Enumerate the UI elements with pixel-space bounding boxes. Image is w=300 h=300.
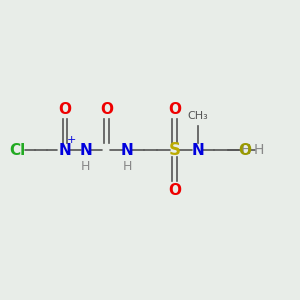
- Text: H: H: [123, 160, 132, 173]
- Text: N: N: [191, 142, 204, 158]
- Text: N: N: [80, 142, 92, 158]
- Text: O: O: [238, 142, 251, 158]
- Text: H: H: [254, 143, 264, 157]
- Text: O: O: [100, 102, 113, 117]
- Text: N: N: [58, 142, 71, 158]
- Text: H: H: [81, 160, 91, 173]
- Text: CH₃: CH₃: [188, 111, 208, 121]
- Text: H: H: [241, 143, 251, 157]
- Text: O: O: [58, 102, 71, 117]
- Text: Cl: Cl: [9, 142, 25, 158]
- Text: S: S: [169, 141, 181, 159]
- Text: N: N: [121, 142, 134, 158]
- Text: O: O: [168, 102, 181, 117]
- Text: O: O: [168, 183, 181, 198]
- Text: +: +: [67, 135, 76, 146]
